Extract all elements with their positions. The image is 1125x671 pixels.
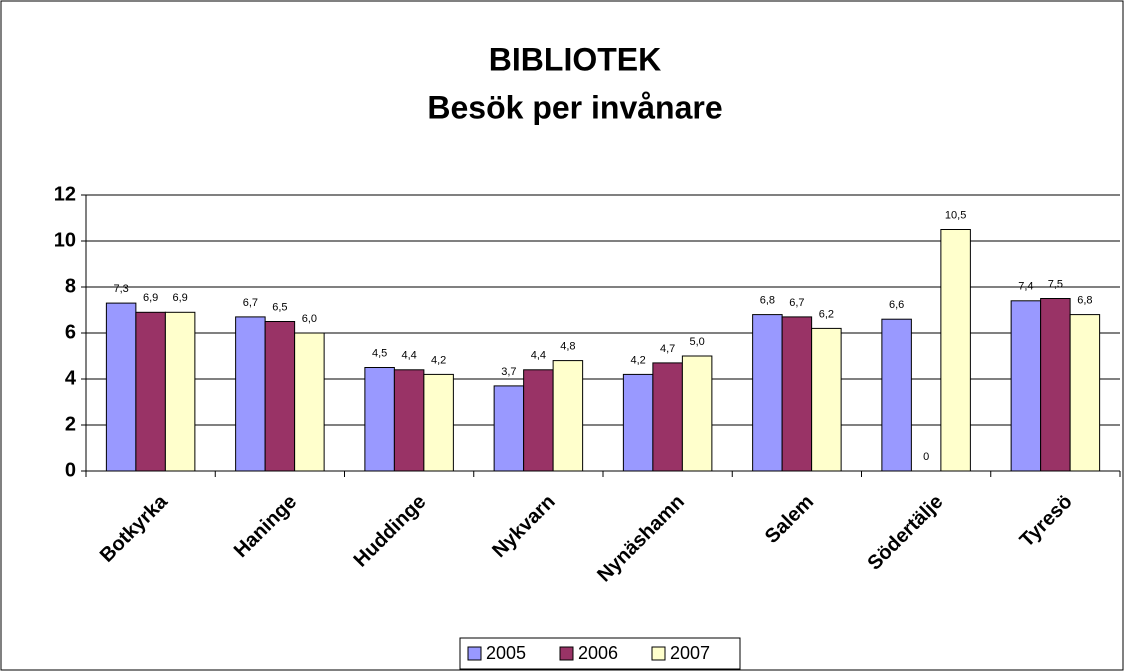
- legend-label: 2007: [670, 643, 710, 663]
- legend-swatch: [559, 646, 574, 661]
- y-tick-label: 0: [65, 459, 76, 481]
- value-label: 4,5: [372, 347, 387, 359]
- bar: [393, 369, 425, 472]
- y-tick-label: 2: [65, 413, 76, 435]
- bar: [811, 327, 842, 472]
- value-label: 6,0: [302, 313, 317, 325]
- value-label: 6,2: [819, 308, 834, 320]
- bar: [264, 321, 296, 472]
- bar: [1040, 298, 1071, 472]
- value-label: 4,4: [401, 350, 416, 362]
- value-label: 7,5: [1048, 278, 1063, 290]
- chart-title: BIBLIOTEK: [489, 41, 661, 77]
- value-label: 6,6: [889, 299, 904, 311]
- value-label: 6,9: [143, 292, 158, 304]
- value-label: 4,2: [431, 354, 446, 366]
- bar: [622, 373, 654, 472]
- value-label: 3,7: [501, 366, 516, 378]
- legend-label: 2006: [578, 643, 618, 663]
- y-tick-label: 4: [65, 367, 77, 389]
- value-label: 5,0: [689, 336, 704, 348]
- bar: [135, 311, 166, 472]
- bar: [523, 369, 554, 472]
- bar: [940, 229, 971, 472]
- y-tick-label: 8: [65, 275, 76, 297]
- legend-label: 2005: [486, 643, 526, 663]
- legend-box: [459, 637, 741, 670]
- bar: [652, 362, 683, 472]
- value-label: 6,8: [760, 295, 775, 307]
- bar: [294, 332, 325, 472]
- bar: [105, 302, 137, 472]
- bar: [552, 360, 584, 472]
- bar: [752, 314, 783, 472]
- bar: [423, 373, 454, 472]
- value-label: 6,7: [243, 297, 258, 309]
- bar: [364, 367, 395, 472]
- value-label: 6,8: [1077, 295, 1092, 307]
- legend-swatch: [467, 646, 482, 661]
- bar: [235, 316, 266, 472]
- legend-swatch: [651, 646, 666, 661]
- bar: [781, 316, 813, 472]
- bar: [164, 311, 196, 472]
- value-label: 4,4: [531, 350, 546, 362]
- value-label: 0: [923, 451, 929, 463]
- bar: [1010, 300, 1042, 472]
- value-label: 6,5: [272, 301, 287, 313]
- chart-subtitle: Besök per invånare: [427, 89, 722, 125]
- value-label: 4,7: [660, 343, 675, 355]
- value-label: 6,9: [172, 292, 187, 304]
- value-label: 7,3: [113, 283, 128, 295]
- value-label: 10,5: [945, 209, 966, 221]
- value-label: 4,8: [560, 341, 575, 353]
- value-label: 4,2: [630, 354, 645, 366]
- bar: [881, 318, 912, 472]
- y-tick-label: 12: [54, 183, 76, 205]
- bar: [681, 355, 713, 472]
- value-label: 7,4: [1018, 281, 1033, 293]
- bar: [1069, 314, 1101, 472]
- y-tick-label: 6: [65, 321, 76, 343]
- y-tick-label: 10: [54, 229, 76, 251]
- bar: [493, 385, 525, 472]
- value-label: 6,7: [789, 297, 804, 309]
